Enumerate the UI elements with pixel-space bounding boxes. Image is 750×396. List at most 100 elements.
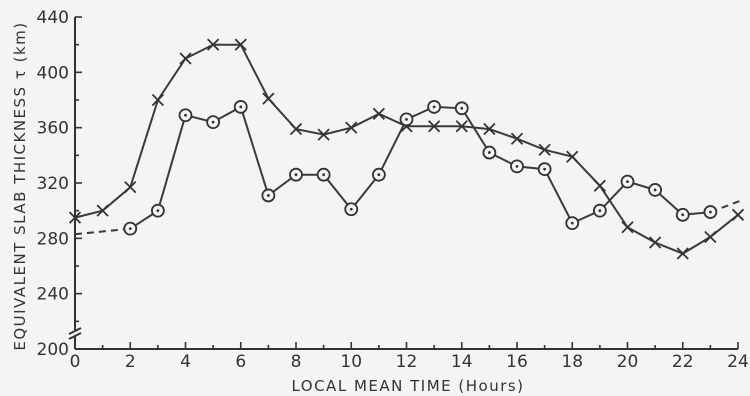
data-point-circle — [261, 188, 276, 203]
series-dashed-extension — [74, 227, 131, 236]
cross-stroke — [289, 122, 303, 136]
circle-center-dot — [322, 173, 326, 177]
data-point-cross — [317, 128, 330, 141]
circle-center-dot — [405, 117, 408, 121]
circle-center-dot — [266, 194, 270, 197]
cross-stroke — [234, 38, 247, 51]
y-tick-label: 440 — [37, 8, 69, 28]
data-point-circle — [371, 167, 386, 182]
cross-stroke — [731, 208, 745, 221]
data-point-cross — [372, 107, 386, 120]
cross-stroke — [179, 52, 192, 65]
data-point-circle — [399, 112, 414, 127]
data-point-circle — [592, 203, 607, 218]
cross-stroke — [676, 247, 689, 260]
cross-stroke — [262, 92, 275, 105]
circle-center-dot — [653, 188, 657, 192]
circle-center-dot — [570, 221, 574, 225]
x-tick-label: 18 — [561, 352, 583, 372]
data-point-cross — [538, 143, 551, 156]
data-point-cross — [455, 120, 468, 133]
x-tick-label: 20 — [617, 352, 639, 372]
data-point-cross — [206, 38, 220, 51]
circle-center-dot — [294, 173, 298, 177]
circle-center-dot — [708, 210, 712, 214]
cross-stroke — [317, 128, 330, 141]
data-point-cross — [124, 181, 137, 194]
circle-center-dot — [515, 165, 519, 168]
y-tick-label: 400 — [37, 63, 69, 83]
cross-stroke — [593, 179, 607, 192]
cross-stroke — [621, 221, 634, 234]
y-axis-label: EQUIVALENT SLAB THICKNESS τ (km) — [11, 21, 29, 350]
data-point-cross — [68, 211, 82, 224]
data-point-cross — [345, 121, 358, 134]
cross-stroke — [427, 120, 441, 133]
cross-stroke — [372, 107, 386, 120]
cross-stroke — [151, 93, 165, 107]
x-tick-label: 10 — [340, 352, 362, 372]
data-point-circle — [289, 167, 303, 182]
series-cross — [68, 38, 745, 260]
x-tick-label: 2 — [125, 352, 136, 372]
data-point-circle — [703, 205, 718, 219]
x-tick-label: 24 — [727, 352, 749, 372]
data-point-circle — [510, 159, 524, 174]
data-point-circle — [178, 108, 193, 123]
data-point-circle — [316, 167, 331, 182]
data-point-circle — [427, 100, 442, 114]
cross-stroke — [704, 230, 717, 244]
data-point-cross — [566, 150, 579, 163]
y-tick-label: 240 — [37, 285, 69, 305]
data-point-cross — [593, 179, 607, 192]
x-tick-label: 0 — [70, 352, 81, 372]
circle-center-dot — [543, 167, 547, 171]
data-point-circle — [675, 207, 690, 222]
data-point-cross — [621, 221, 634, 234]
data-point-cross — [510, 132, 524, 145]
cross-stroke — [566, 150, 579, 163]
y-tick-label: 280 — [37, 229, 69, 249]
x-tick-label: 8 — [291, 352, 302, 372]
axis-break-mark — [68, 327, 82, 335]
data-point-cross — [427, 120, 441, 133]
data-point-circle — [537, 162, 552, 177]
circle-center-dot — [432, 105, 436, 109]
data-point-cross — [648, 236, 662, 249]
data-point-circle — [150, 203, 165, 218]
data-point-cross — [289, 122, 303, 136]
y-tick-label: 200 — [37, 340, 69, 360]
x-axis-label: LOCAL MEAN TIME (Hours) — [291, 377, 524, 395]
cross-stroke — [124, 181, 137, 194]
data-point-cross — [731, 208, 745, 221]
cross-stroke — [345, 121, 358, 134]
cross-stroke — [96, 204, 109, 217]
data-point-cross — [151, 93, 165, 107]
data-point-cross — [234, 38, 247, 51]
x-tick-label: 6 — [235, 352, 246, 372]
series-line — [74, 43, 739, 255]
data-point-circle — [123, 221, 138, 236]
data-point-circle — [454, 101, 469, 116]
data-point-circle — [206, 115, 221, 130]
data-point-cross — [483, 122, 496, 136]
series-line — [129, 105, 711, 230]
circle-center-dot — [239, 105, 243, 109]
series-circle — [74, 100, 744, 236]
cross-stroke — [538, 143, 551, 156]
circle-center-dot — [128, 227, 132, 231]
circle-center-dot — [626, 180, 629, 184]
circle-center-dot — [211, 120, 215, 124]
axis-break-mark — [68, 332, 82, 340]
circle-center-dot — [377, 173, 381, 177]
circle-center-dot — [681, 213, 685, 217]
data-point-circle — [620, 174, 635, 189]
x-tick-label: 14 — [451, 352, 473, 372]
x-tick-label: 16 — [506, 352, 528, 372]
data-point-circle — [482, 145, 497, 160]
axes: 0 2 4 6 8 10 12 14 16 18 20 22 242002402803203604004… — [37, 8, 749, 372]
data-point-circle — [344, 202, 359, 217]
data-point-cross — [704, 230, 717, 244]
